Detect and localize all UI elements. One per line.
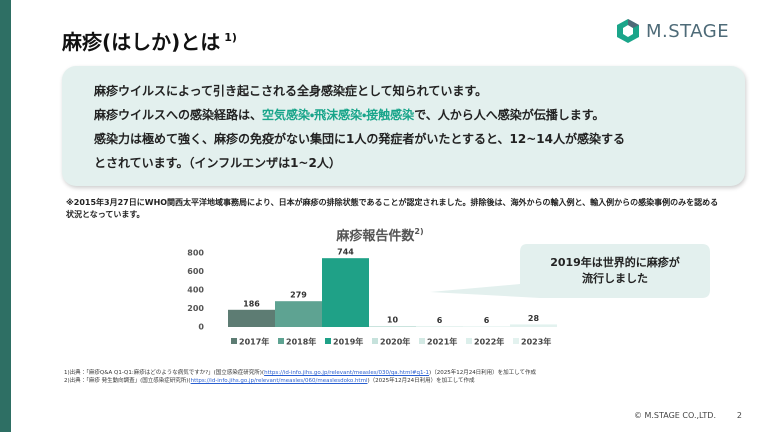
note: ※2015年3月27日にWHO関西太平洋地域事務局により、日本が麻疹の排除状態で… xyxy=(66,198,719,219)
y-tick-label: 800 xyxy=(187,249,204,258)
bar xyxy=(275,301,322,327)
legend-swatch xyxy=(419,338,425,344)
x-tick-label: 2023年 xyxy=(521,337,551,347)
legend-swatch xyxy=(466,338,472,344)
bar xyxy=(510,324,557,327)
bar xyxy=(322,258,369,327)
highlight: 空気感染・飛沫感染・接触感染 xyxy=(262,108,415,122)
bar xyxy=(416,326,463,327)
bar xyxy=(228,309,275,327)
y-tick-label: 200 xyxy=(187,304,204,313)
legend-swatch xyxy=(372,338,378,344)
legend-swatch xyxy=(325,338,331,344)
footnote-text: 1)出典：「麻疹Q&A Q1-Q1:麻疹はどのような病気ですか?」(国立感染症研… xyxy=(64,370,265,376)
footnote-link[interactable]: https://id-info.jihs.go.jp/relevant/meas… xyxy=(190,378,368,384)
x-tick-label: 2020年 xyxy=(380,337,410,347)
chart-title-text: 麻疹報告件数 xyxy=(335,228,415,244)
y-tick-label: 600 xyxy=(187,267,204,276)
summary-text: で、人から人へ感染が伝播します。 xyxy=(414,108,605,122)
value-label: 744 xyxy=(337,248,354,257)
logo-icon xyxy=(617,19,639,43)
logo: M.STAGE xyxy=(616,16,729,46)
summary-text: 麻疹ウイルスへの感染経路は、 xyxy=(94,108,263,122)
legend-swatch xyxy=(513,338,519,344)
legend-swatch xyxy=(231,338,237,344)
callout xyxy=(430,244,710,298)
footnote: 1)出典：「麻疹Q&A Q1-Q1:麻疹はどのような病気ですか?」(国立感染症研… xyxy=(64,368,536,376)
summary-line: とされています。（インフルエンザは1~2人） xyxy=(94,154,341,171)
summary-text: 麻疹ウイルスによって引き起こされる全身感染症として知られています。 xyxy=(94,84,488,98)
logo-text: M.STAGE xyxy=(646,20,730,42)
summary-text: とされています。（インフルエンザは1~2人） xyxy=(94,156,341,170)
summary-line: 麻疹ウイルスによって引き起こされる全身感染症として知られています。 xyxy=(94,82,487,99)
sidebar xyxy=(0,0,11,432)
x-tick-label: 2018年 xyxy=(286,337,316,347)
x-tick-label: 2017年 xyxy=(239,337,269,347)
footnote-text: )（2025年12月24日利用）を加工して作成 xyxy=(367,378,475,384)
annotation: 2019年は世界的に麻疹が xyxy=(550,255,680,269)
footnote-text: 2)出典：「麻疹 発生動向調査」(国立感染症研究所)( xyxy=(64,378,191,384)
footnote-link[interactable]: https://id-info.jihs.go.jp/relevant/meas… xyxy=(264,370,430,376)
value-label: 279 xyxy=(290,291,307,300)
summary-box: 麻疹ウイルスによって引き起こされる全身感染症として知られています。 麻疹ウイルスへ… xyxy=(62,66,745,186)
value-label: 6 xyxy=(437,316,443,325)
footnote: 2)出典：「麻疹 発生動向調査」(国立感染症研究所)(https://id-in… xyxy=(64,376,474,384)
y-tick-label: 400 xyxy=(187,286,204,295)
value-label: 10 xyxy=(387,316,399,325)
value-label: 28 xyxy=(528,314,540,323)
y-tick-label: 0 xyxy=(198,323,204,332)
footnote-text: )（2025年12月24日利用）を加工して作成 xyxy=(429,370,537,376)
chart: 麻疹報告件数2) 0 200 400 600 800 186 2017年 279 2018年 74… xyxy=(187,227,710,347)
x-tick-label: 2022年 xyxy=(474,337,504,347)
title: 麻疹(はしか)とは 1) xyxy=(62,26,237,55)
x-tick-label: 2019年 xyxy=(333,337,363,347)
legend-swatch xyxy=(278,338,284,344)
chart-title-note: 2) xyxy=(414,227,423,236)
summary-text: 感染力は極めて強く、麻疹の免疫がない集団に1人の発症者がいたとすると、12~14… xyxy=(94,132,625,146)
x-tick-label: 2021年 xyxy=(427,337,457,347)
summary-line: 麻疹ウイルスへの感染経路は、空気感染・飛沫感染・接触感染で、人から人へ感染が伝播… xyxy=(94,106,605,123)
bar xyxy=(463,326,510,327)
value-label: 186 xyxy=(243,299,260,308)
chart-title: 麻疹報告件数2) xyxy=(335,227,423,244)
copyright: © M.STAGE CO.,LTD. xyxy=(633,411,716,420)
title-text: 麻疹(はしか)とは xyxy=(62,30,221,54)
bar xyxy=(369,326,416,327)
summary-line: 感染力は極めて強く、麻疹の免疫がない集団に1人の発症者がいたとすると、12~14… xyxy=(94,130,625,147)
annotation: 流行しました xyxy=(582,271,648,285)
page-number: 2 xyxy=(736,411,742,420)
title-note: 1) xyxy=(224,31,237,45)
value-label: 6 xyxy=(484,316,490,325)
